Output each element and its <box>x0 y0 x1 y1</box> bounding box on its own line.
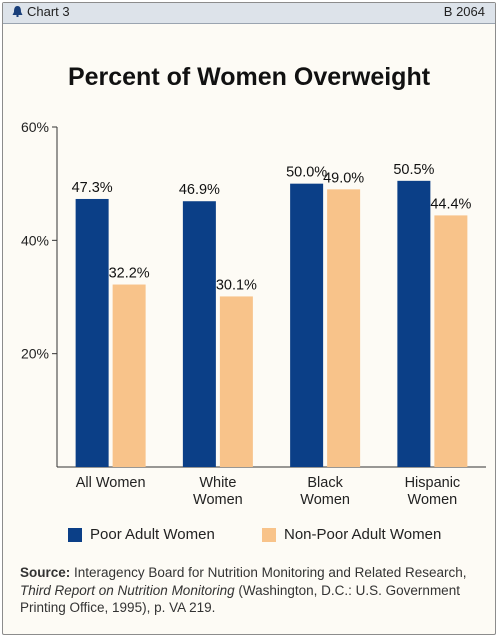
bar-nonpoor <box>112 284 146 467</box>
source-title: Third Report on Nutrition Monitoring <box>20 582 235 598</box>
report-id: B 2064 <box>443 4 485 19</box>
data-label: 46.9% <box>179 182 220 198</box>
y-tick-label: 20% <box>21 346 49 362</box>
bar-poor <box>397 180 431 468</box>
y-tick-label: 60% <box>21 119 49 135</box>
bar-poor <box>75 198 109 467</box>
source-text: Interagency Board for Nutrition Monitori… <box>74 565 467 580</box>
legend-item-poor: Poor Adult Women <box>68 526 215 543</box>
data-label: 44.4% <box>430 196 471 212</box>
chart-number-label: Chart 3 <box>27 4 70 19</box>
bar-poor <box>182 201 216 467</box>
category-label: All Women <box>76 475 146 491</box>
y-tick-label: 40% <box>21 232 49 248</box>
category-label: Women <box>300 492 350 508</box>
bar-nonpoor <box>327 189 361 468</box>
chart-number: Chart 3 <box>11 4 70 19</box>
data-label: 30.1% <box>216 277 257 293</box>
legend-item-nonpoor: Non-Poor Adult Women <box>262 526 441 543</box>
source-citation: (Washington, D.C.: U.S. Government Print… <box>20 582 460 616</box>
legend-swatch-nonpoor <box>262 527 276 542</box>
data-label: 49.0% <box>323 170 364 186</box>
bar-nonpoor <box>434 215 468 467</box>
source-label: Source: <box>20 565 71 580</box>
category-label: Women <box>408 492 458 508</box>
legend-label-poor: Poor Adult Women <box>90 526 215 543</box>
data-label: 47.3% <box>72 180 113 196</box>
liberty-bell-icon <box>12 6 23 17</box>
bar-nonpoor <box>219 296 253 467</box>
category-label: Hispanic <box>405 475 461 491</box>
data-label: 50.0% <box>286 165 327 181</box>
category-label: Women <box>193 492 243 508</box>
bar-poor <box>290 183 324 467</box>
header-bar: Chart 3 B 2064 <box>3 3 495 24</box>
source-note: Source: Interagency Board for Nutrition … <box>20 564 480 617</box>
legend-label-nonpoor: Non-Poor Adult Women <box>284 526 442 543</box>
data-label: 32.2% <box>109 266 150 282</box>
category-label: White <box>199 475 236 491</box>
legend-swatch-poor <box>68 527 82 542</box>
chart-title: Percent of Women Overweight <box>67 63 431 91</box>
category-label: Black <box>307 475 343 491</box>
data-label: 50.5% <box>393 162 434 178</box>
legend: Poor Adult Women Non-Poor Adult Women <box>0 526 500 548</box>
